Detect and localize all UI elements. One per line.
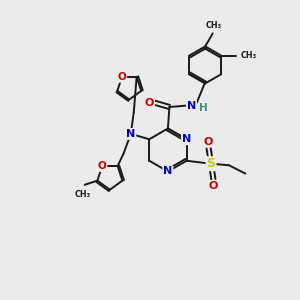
Text: O: O xyxy=(204,136,213,147)
Text: N: N xyxy=(126,129,135,139)
Text: CH₃: CH₃ xyxy=(240,51,256,60)
Text: O: O xyxy=(98,161,106,171)
Text: O: O xyxy=(118,72,126,82)
Text: S: S xyxy=(206,157,215,170)
Text: N: N xyxy=(163,167,172,176)
Text: H: H xyxy=(199,103,208,113)
Text: N: N xyxy=(182,134,191,144)
Text: N: N xyxy=(187,100,196,110)
Text: CH₃: CH₃ xyxy=(75,190,91,199)
Text: CH₃: CH₃ xyxy=(206,21,222,30)
Text: O: O xyxy=(145,98,154,107)
Text: O: O xyxy=(209,181,218,191)
